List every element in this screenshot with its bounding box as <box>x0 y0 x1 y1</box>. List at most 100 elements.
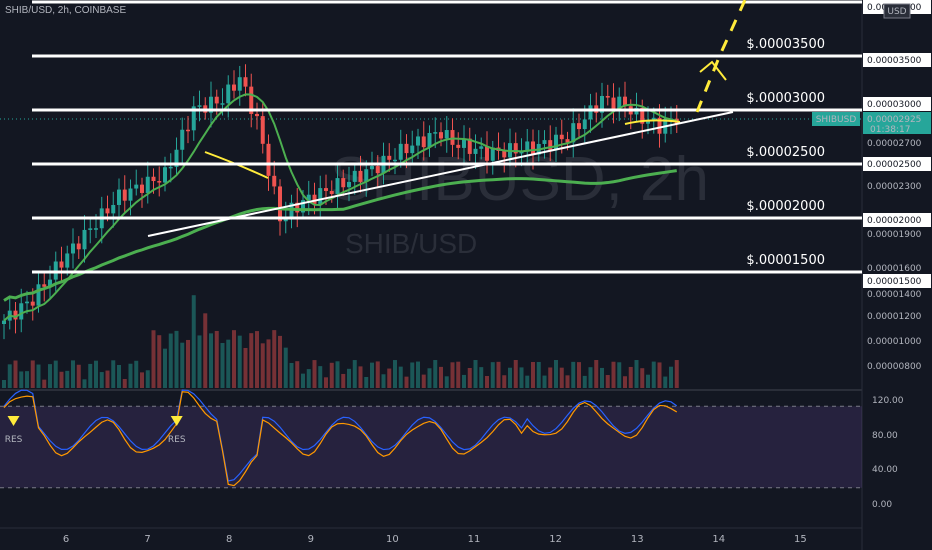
volume-bar <box>53 360 58 388</box>
volume-bar <box>272 330 277 388</box>
candle-body <box>140 184 144 193</box>
volume-bar <box>410 362 415 388</box>
res-marker-label: RES <box>5 435 23 445</box>
candle-body <box>352 170 357 182</box>
volume-bar <box>2 380 6 388</box>
volume-bar <box>404 376 409 388</box>
x-tick: 12 <box>549 534 562 545</box>
candle-body <box>347 181 351 188</box>
level-price-box <box>863 53 931 67</box>
candle-body <box>191 106 196 131</box>
candle-body <box>467 138 472 154</box>
volume-bar <box>134 360 139 388</box>
price-tick: 0.00001400 <box>867 290 922 300</box>
volume-bar <box>358 366 363 388</box>
candle-body <box>94 228 98 230</box>
currency-label: USD <box>887 7 906 17</box>
candle-body <box>450 130 455 145</box>
candle-body <box>163 167 167 183</box>
volume-bar <box>25 371 29 388</box>
volume-bar <box>646 374 650 388</box>
candle-body <box>421 136 426 148</box>
trend-line <box>147 111 734 237</box>
candle-body <box>30 301 35 306</box>
volume-bar <box>163 348 167 388</box>
candle-body <box>25 301 29 304</box>
projection-arrow <box>699 60 727 81</box>
volume-bar <box>76 364 81 388</box>
volume-bar <box>502 375 507 388</box>
volume-bar <box>174 330 179 388</box>
volume-bar <box>571 361 576 388</box>
candle-body <box>128 188 133 201</box>
candle-body <box>329 190 334 194</box>
x-tick: 11 <box>468 534 481 545</box>
candle-body <box>232 84 236 91</box>
candle-body <box>531 141 535 155</box>
candle-body <box>525 141 530 152</box>
candle-body <box>237 77 242 91</box>
rsi-tick: 40.00 <box>872 465 898 475</box>
volume-bar <box>36 364 41 388</box>
x-tick: 15 <box>794 534 807 545</box>
candle-body <box>42 284 47 287</box>
volume-bar <box>525 375 530 388</box>
candle-body <box>519 151 524 154</box>
candle-body <box>145 176 150 193</box>
candle-body <box>249 86 254 114</box>
price-tick: 0.00001000 <box>867 337 922 347</box>
volume-bar <box>657 362 662 388</box>
candle-body <box>473 148 478 154</box>
volume-bar <box>301 373 305 388</box>
volume-bar <box>203 313 208 388</box>
candle-body <box>226 84 231 104</box>
candle-body <box>623 96 627 107</box>
volume-bar <box>237 335 242 388</box>
symbol-tag-text: SHIBUSD <box>816 115 857 125</box>
candle-body <box>88 228 93 230</box>
volume-bar <box>577 362 581 388</box>
candle-body <box>605 95 610 98</box>
candle-body <box>197 105 202 107</box>
candle-body <box>565 139 570 143</box>
candle-body <box>295 202 300 213</box>
res-marker-icon <box>7 416 20 426</box>
res-marker-icon <box>170 416 183 426</box>
candle-body <box>65 253 70 268</box>
candle-body <box>82 229 87 250</box>
level-price-box <box>863 213 931 227</box>
volume-bar <box>439 366 443 388</box>
symbol-tag <box>812 112 860 126</box>
price-tick: 0.00002700 <box>867 139 922 149</box>
candle-body <box>306 194 311 201</box>
price-tick: 0.00001900 <box>867 230 922 240</box>
volume-bar <box>559 367 564 388</box>
candle-body <box>278 186 282 222</box>
candle-body <box>439 132 443 139</box>
volume-bar <box>542 375 547 388</box>
volume-bar <box>30 360 35 388</box>
volume-bar <box>433 360 438 388</box>
candle-body <box>36 284 41 306</box>
level-price-box <box>863 274 931 288</box>
currency-box <box>883 3 911 19</box>
volume-bar <box>427 368 432 388</box>
candle-body <box>48 279 52 287</box>
volume-bar <box>186 339 190 388</box>
volume-bar <box>122 378 127 388</box>
volume-bar <box>548 367 553 388</box>
yellow-ma-segment <box>624 119 681 125</box>
x-tick: 8 <box>226 534 232 545</box>
volume-bar <box>536 361 541 388</box>
volume-bar <box>565 375 570 388</box>
candle-body <box>571 123 576 143</box>
candle-body <box>71 243 75 254</box>
candle-body <box>611 97 616 110</box>
candle-body <box>324 188 328 191</box>
countdown-text: 01:38:17 <box>870 125 910 135</box>
ma-fast-line <box>3 93 677 322</box>
volume-bar <box>456 361 461 388</box>
volume-bar <box>588 367 593 388</box>
volume-bar <box>628 366 633 388</box>
